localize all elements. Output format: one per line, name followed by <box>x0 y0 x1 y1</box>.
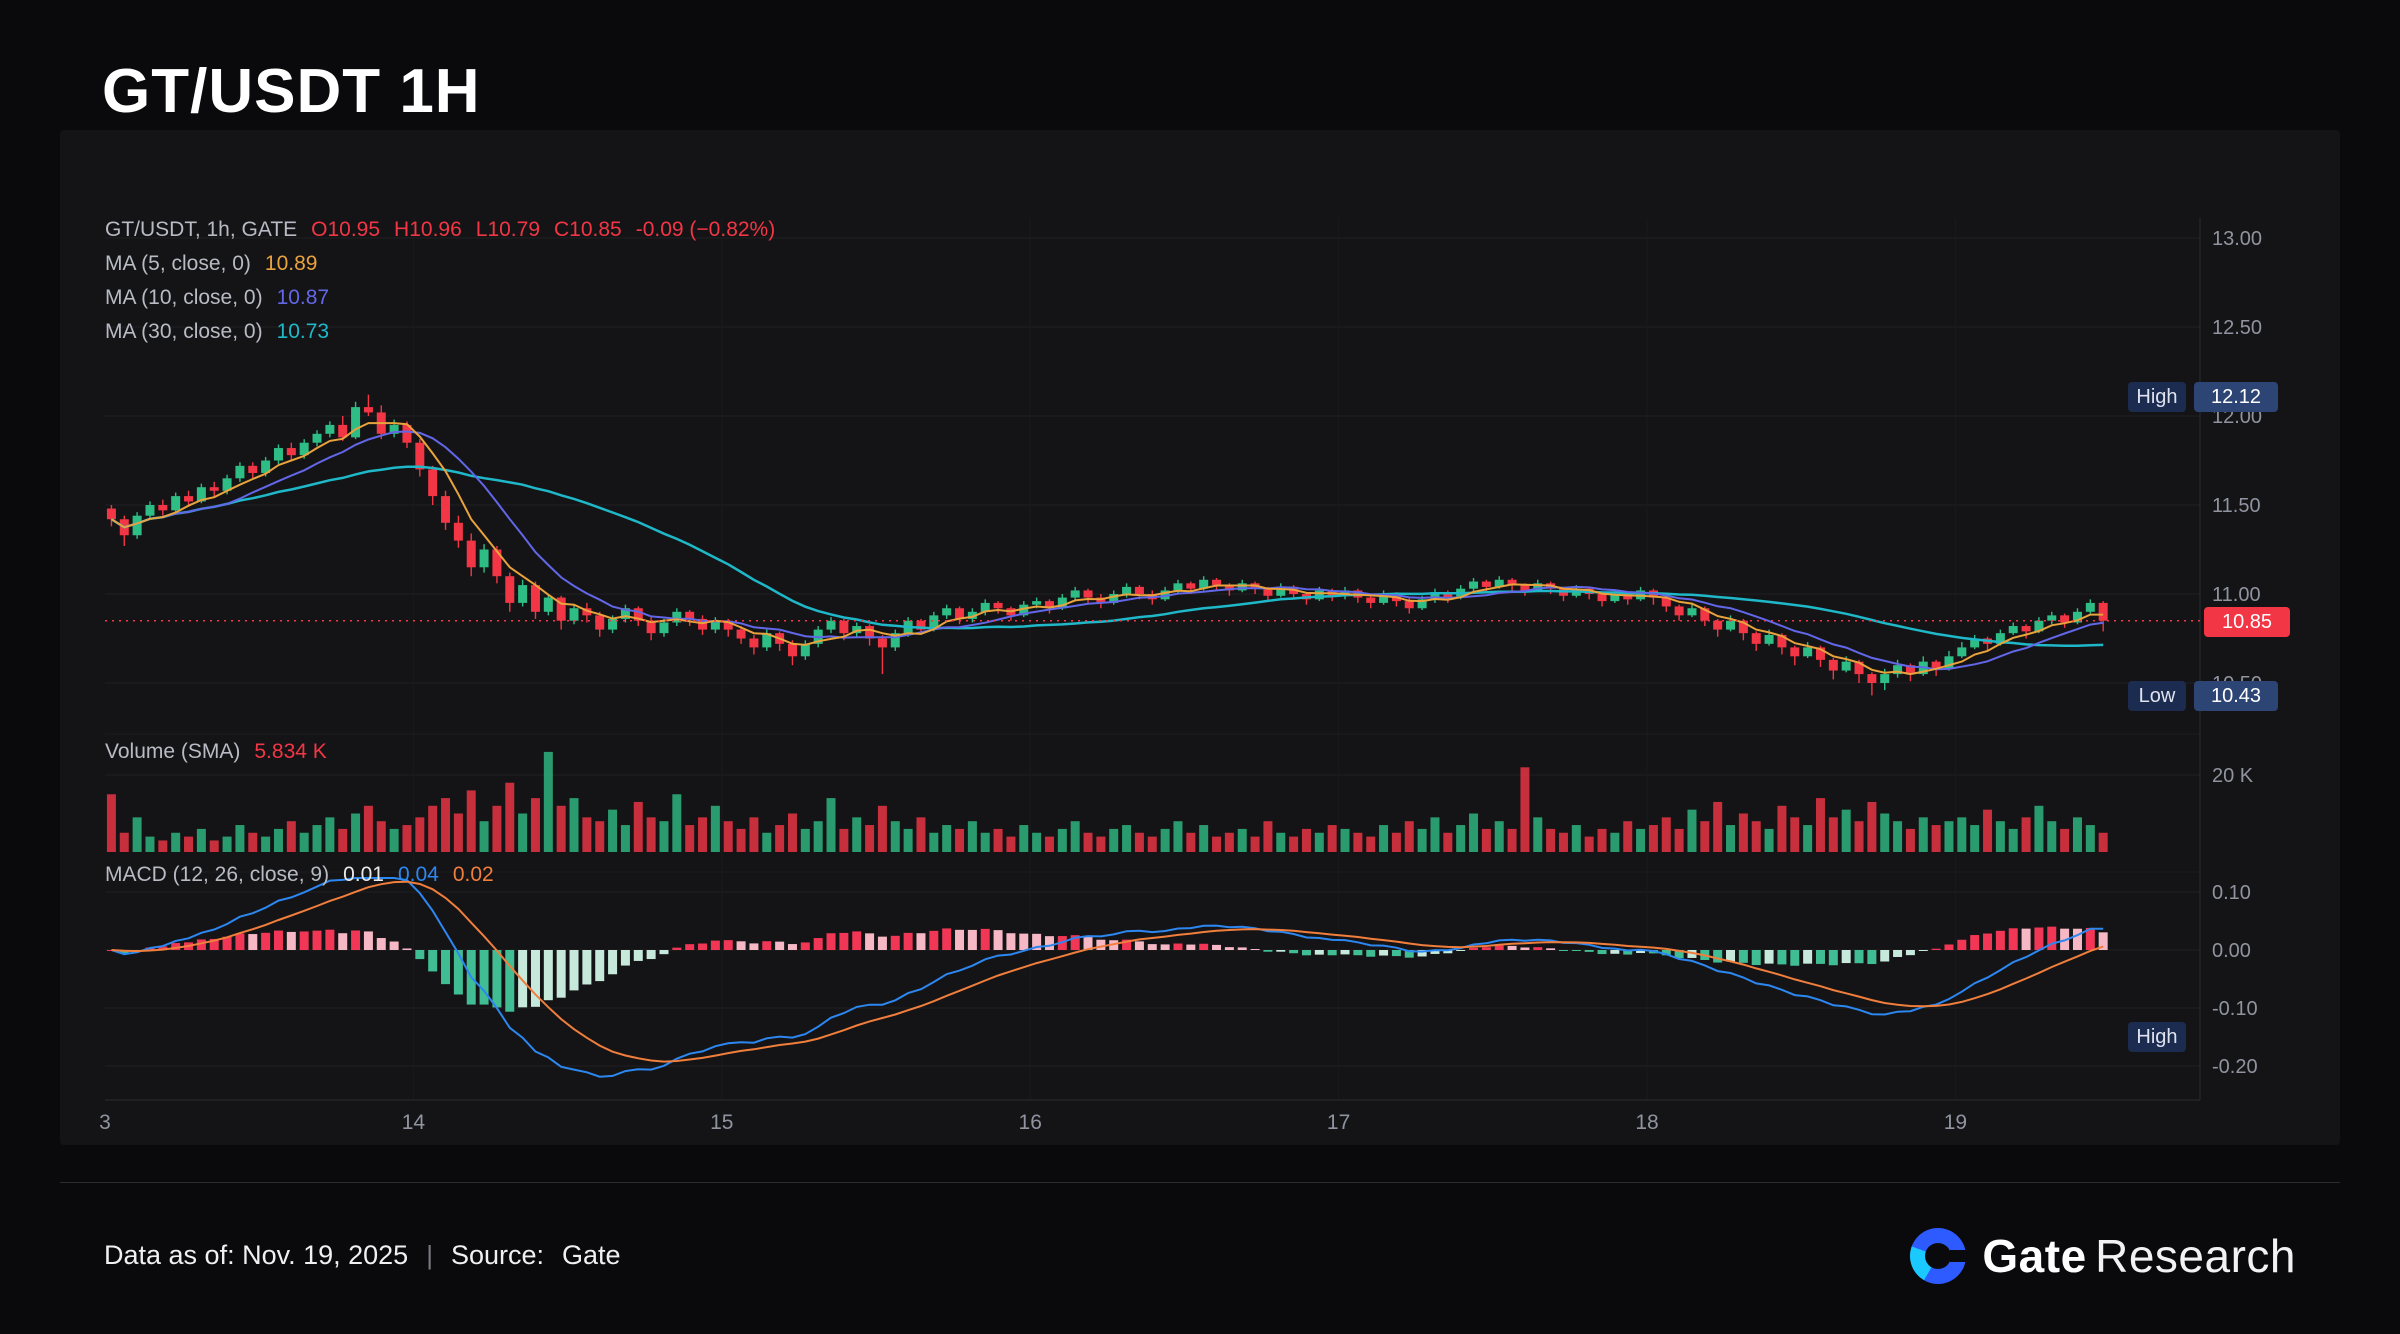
volume-value: 5.834 K <box>254 740 327 763</box>
high-badge-row: High 12.12 <box>2128 382 2278 412</box>
high-badge-label: High <box>2128 382 2186 412</box>
data-as-of-label: Data as of: Nov. 19, 2025 <box>104 1240 409 1270</box>
high-value: H10.96 <box>394 218 462 241</box>
svg-text:11.00: 11.00 <box>2212 584 2261 606</box>
macd-signal-line <box>111 880 2104 1063</box>
close-value: C10.85 <box>554 218 622 241</box>
footer-separator: | <box>426 1240 433 1270</box>
gate-logo-icon <box>1910 1228 1967 1284</box>
low-value: L10.79 <box>475 218 540 241</box>
ma30-label: MA (30, close, 0) <box>105 320 263 343</box>
volume-label: Volume (SMA) <box>105 740 241 763</box>
footer-meta: Data as of: Nov. 19, 2025 | Source: Gate <box>104 1240 621 1271</box>
macd-high-badge-label: High <box>2128 1022 2186 1052</box>
svg-text:17: 17 <box>1327 1111 1350 1134</box>
svg-text:0.00: 0.00 <box>2212 940 2251 962</box>
brand-lockup: Gate Research <box>1910 1228 2296 1284</box>
symbol-label: GT/USDT, 1h, GATE <box>105 218 298 241</box>
low-badge-label: Low <box>2128 681 2186 711</box>
svg-text:16: 16 <box>1019 1111 1042 1134</box>
svg-text:20 K: 20 K <box>2212 765 2254 787</box>
ma30-legend: MA (30, close, 0) 10.73 <box>105 320 329 344</box>
symbol-legend: GT/USDT, 1h, GATE O10.95 H10.96 L10.79 C… <box>105 218 775 242</box>
ma10-label: MA (10, close, 0) <box>105 286 263 309</box>
high-badge-value: 12.12 <box>2194 382 2278 412</box>
svg-text:-0.10: -0.10 <box>2212 998 2258 1020</box>
ma30-line <box>110 465 2104 648</box>
ma10-value: 10.87 <box>276 286 330 309</box>
svg-text:11.50: 11.50 <box>2212 495 2261 517</box>
ma5-label: MA (5, close, 0) <box>105 252 251 275</box>
svg-text:13.00: 13.00 <box>2212 228 2262 250</box>
macd-line-value: 0.04 <box>397 863 439 886</box>
volume-legend: Volume (SMA) 5.834 K <box>105 740 327 764</box>
ma5-value: 10.89 <box>264 252 318 275</box>
macd-high-badge-row: High <box>2128 1022 2186 1052</box>
source-label: Source: <box>450 1240 545 1270</box>
svg-text:0.10: 0.10 <box>2212 882 2251 904</box>
change-value: -0.09 (−0.82%) <box>635 218 776 241</box>
page-title: GT/USDT 1H <box>102 57 481 126</box>
ma30-value: 10.73 <box>276 320 330 343</box>
brand-wordmark: Gate Research <box>1982 1229 2296 1283</box>
svg-text:14: 14 <box>402 1111 426 1134</box>
svg-text:18: 18 <box>1635 1111 1658 1134</box>
volume-bars-layer <box>106 751 2108 852</box>
svg-text:12.50: 12.50 <box>2212 317 2262 339</box>
macd-line <box>111 877 2104 1078</box>
ma10-line <box>110 430 2104 671</box>
brand-gate: Gate <box>1982 1230 2087 1282</box>
low-badge-row: Low 10.43 <box>2128 681 2278 711</box>
open-value: O10.95 <box>311 218 381 241</box>
macd-histogram-layer <box>106 926 2108 1012</box>
macd-hist-value: 0.01 <box>343 863 384 886</box>
svg-text:3: 3 <box>99 1111 111 1134</box>
low-badge-value: 10.43 <box>2194 681 2278 711</box>
macd-signal-value: 0.02 <box>452 863 494 886</box>
ma10-legend: MA (10, close, 0) 10.87 <box>105 286 329 310</box>
candles-layer <box>106 394 2108 696</box>
last-price-badge: 10.85 <box>2204 607 2290 637</box>
macd-legend: MACD (12, 26, close, 9) 0.01 0.04 0.02 <box>105 863 494 887</box>
ma5-legend: MA (5, close, 0) 10.89 <box>105 252 317 276</box>
brand-research: Research <box>2095 1230 2296 1282</box>
ma5-line <box>110 422 2104 676</box>
svg-text:15: 15 <box>710 1111 733 1134</box>
source-value: Gate <box>562 1240 621 1270</box>
svg-text:-0.20: -0.20 <box>2212 1056 2258 1078</box>
footer-divider <box>60 1182 2340 1183</box>
macd-label: MACD (12, 26, close, 9) <box>105 863 330 886</box>
svg-text:19: 19 <box>1944 1111 1967 1134</box>
